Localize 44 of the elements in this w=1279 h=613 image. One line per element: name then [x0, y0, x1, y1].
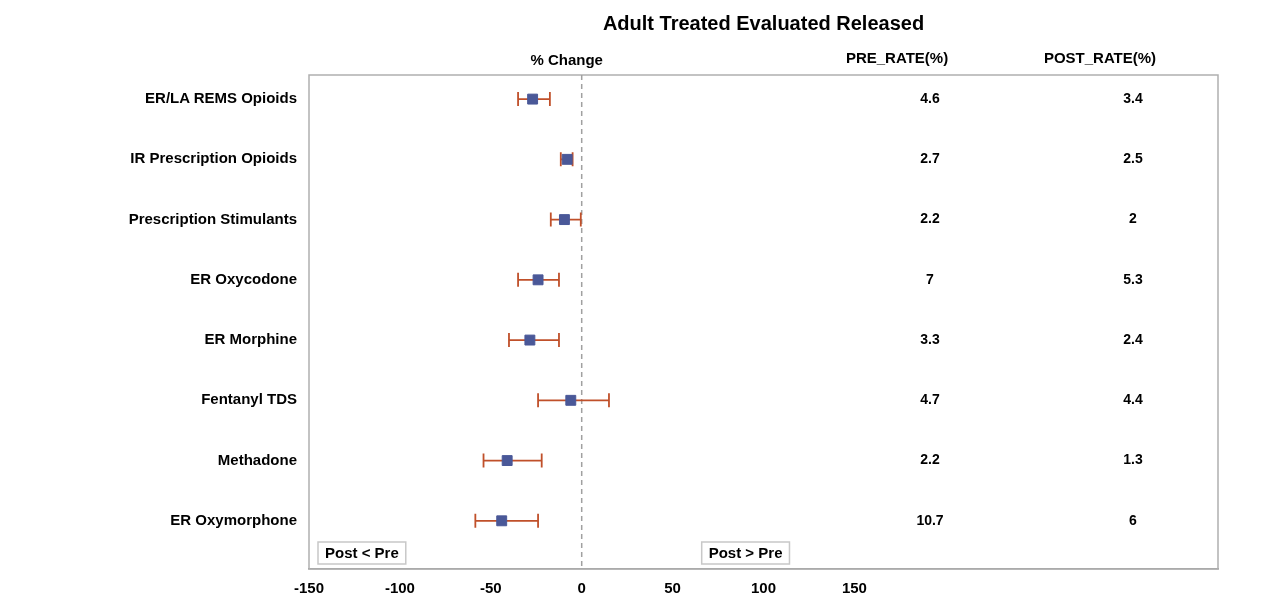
annotation: Post > Pre	[708, 544, 783, 562]
annotation: 2.2	[920, 451, 940, 468]
annotation: 4.7	[920, 391, 940, 408]
annotation: 6	[1129, 511, 1138, 528]
annotation: 2.4	[1123, 330, 1143, 347]
annotation: 2.2	[920, 210, 940, 227]
y-tick-label: ER Oxymorphone	[170, 510, 297, 528]
annotation: 2	[1129, 210, 1138, 227]
y-tick-label: ER Morphine	[204, 330, 297, 348]
y-tick-label: Methadone	[217, 450, 297, 468]
annotation: 5.3	[1123, 270, 1143, 287]
x-tick-label: -150	[293, 579, 325, 597]
point	[524, 334, 536, 346]
y-tick-label: Fentanyl TDS	[201, 390, 297, 408]
text: POST_RATE(%)	[1043, 49, 1157, 67]
y-tick-label: Prescription Stimulants	[128, 209, 297, 227]
x-tick-label: 50	[664, 579, 681, 597]
annotation: 4.6	[920, 89, 940, 106]
annotation: 2.7	[920, 150, 940, 167]
text: PRE_RATE(%)	[845, 49, 949, 67]
chart-title: Adult Treated Evaluated Released	[602, 11, 925, 34]
annotation: 2.5	[1123, 150, 1143, 167]
x-axis-title: % Change	[530, 51, 603, 69]
annotation: 7	[926, 270, 935, 287]
point	[558, 214, 570, 226]
point	[496, 515, 508, 527]
x-tick-label: -50	[479, 579, 502, 597]
y-tick-label: ER Oxycodone	[190, 269, 297, 287]
point	[527, 93, 539, 105]
annotation: Post < Pre	[324, 544, 399, 562]
y-tick-label: ER/LA REMS Opioids	[145, 89, 297, 107]
x-tick-label: 100	[750, 579, 777, 597]
annotation: 3.3	[920, 330, 940, 347]
annotation: 10.7	[916, 511, 944, 528]
x-tick-label: -100	[384, 579, 415, 597]
y-tick-label: IR Prescription Opioids	[130, 149, 297, 167]
x-tick-label: 0	[577, 579, 586, 597]
annotation: 3.4	[1123, 89, 1143, 106]
annotation: 1.3	[1123, 451, 1143, 468]
annotation: 4.4	[1123, 391, 1143, 408]
point	[565, 394, 577, 406]
x-tick-label: 150	[841, 579, 867, 597]
point	[532, 274, 544, 286]
point	[501, 455, 513, 467]
